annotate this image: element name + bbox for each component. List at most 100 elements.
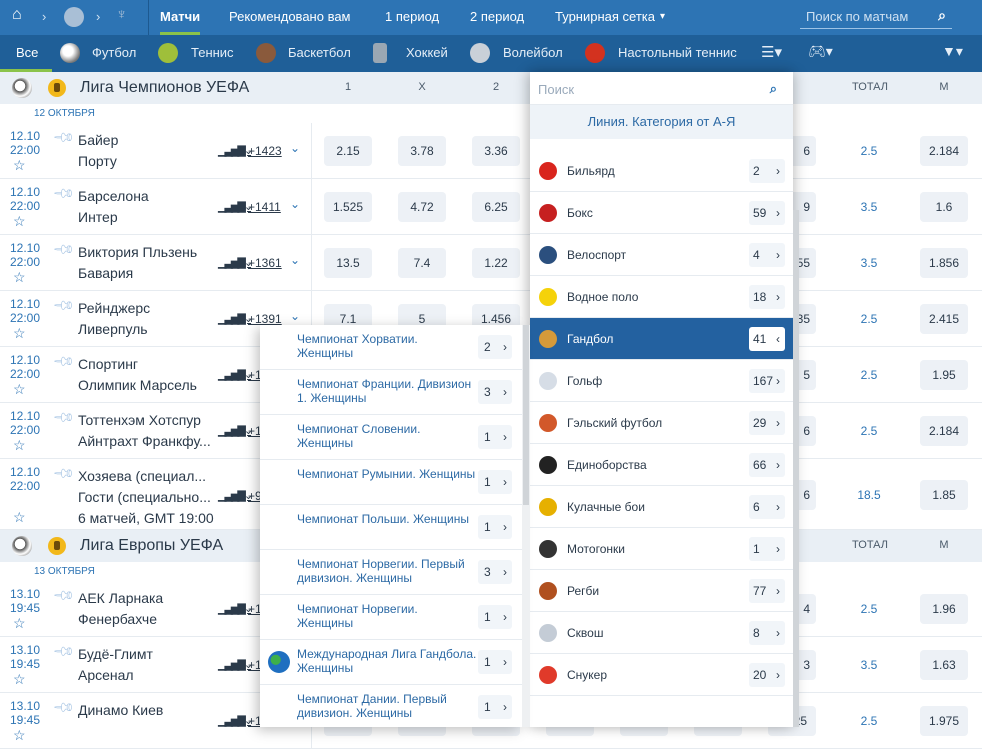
pin-icon[interactable]: 📌︎ [52, 293, 77, 318]
tournament-item[interactable]: Чемпионат Румынии. Женщины 1 › [260, 460, 522, 505]
odds-button[interactable]: 13.5 [324, 248, 372, 278]
tab-1st-period[interactable]: 1 период [385, 9, 440, 24]
column-header[interactable]: ТОТАЛ [852, 81, 888, 93]
total-value[interactable]: 18.5 [857, 487, 881, 502]
tournament-item[interactable]: Международная Лига Гандбола. Женщины 1 › [260, 640, 522, 685]
more-markets-link[interactable]: +1 [248, 658, 262, 672]
sport-category-item[interactable]: Мотогонки 1 › [530, 528, 793, 570]
odds-button[interactable]: 7.4 [398, 248, 446, 278]
pin-icon[interactable]: 📌︎ [52, 125, 77, 150]
favorite-star-icon[interactable]: ☆ [13, 213, 26, 229]
odds-button-under[interactable]: 1.96 [920, 594, 968, 624]
more-markets-link[interactable]: +1 [248, 602, 262, 616]
sport-category-item[interactable]: Единоборства 66 › [530, 444, 793, 486]
team-name[interactable]: Будё-Глимт [78, 646, 153, 662]
column-header[interactable]: ТОТАЛ [852, 539, 888, 551]
tournament-item[interactable]: Чемпионат Франции. Дивизион 1. Женщины 3 › [260, 370, 522, 415]
statistics-icon[interactable]: ▁▃▅▇⌄ [218, 490, 253, 502]
filter-icon[interactable]: ▼▾ [942, 43, 963, 59]
expand-chevron-icon[interactable]: ⌄ [290, 197, 301, 211]
tab-2nd-period[interactable]: 2 период [470, 9, 525, 24]
total-value[interactable]: 2.5 [860, 602, 878, 616]
team-name[interactable]: Интер [78, 209, 118, 225]
statistics-icon[interactable]: ▁▃▅▇⌄ [218, 603, 253, 615]
favorite-star-icon[interactable]: ☆ [13, 615, 26, 631]
odds-button-under[interactable]: 1.975 [920, 706, 968, 736]
dropdown-scrollbar[interactable] [793, 210, 799, 727]
expand-chevron-icon[interactable]: ⌄ [290, 141, 301, 155]
match-row[interactable]: 12.10 22:00 ☆ 📌︎ Спортинг Олимпик Марсель ▁▃▅▇… [0, 347, 982, 403]
sport-category-item[interactable]: Регби 77 › [530, 570, 793, 612]
home-icon[interactable]: ⌂ [12, 6, 22, 23]
more-sports-menu-icon[interactable]: ☰▾ [761, 44, 782, 61]
league-title[interactable]: Лига Европы УЕФА [80, 537, 224, 554]
search-icon[interactable]: ⌕ [938, 7, 946, 23]
odds-button-under[interactable]: 2.415 [920, 304, 968, 334]
team-name[interactable]: Рейнджерс [78, 300, 151, 316]
sport-category-item[interactable]: Кулачные бои 6 › [530, 486, 793, 528]
team-name[interactable]: Виктория Пльзень [78, 244, 198, 260]
sport-category-item[interactable]: Велоспорт 4 › [530, 234, 793, 276]
sport-category-item[interactable]: Гандбол 41 ‹ [530, 318, 793, 360]
total-value[interactable]: 2.5 [860, 312, 878, 326]
sport-category-item[interactable]: Гольф 167 › [530, 360, 793, 402]
team-name[interactable]: Гости (специально... [78, 489, 211, 505]
odds-button-under[interactable]: 2.184 [920, 136, 968, 166]
favorite-star-icon[interactable]: ☆ [13, 269, 26, 285]
pin-icon[interactable]: 📌︎ [52, 237, 77, 262]
more-markets-link[interactable]: +1411 [248, 200, 281, 214]
pin-icon[interactable]: 📌︎ [52, 181, 77, 206]
odds-button-under[interactable]: 1.95 [920, 360, 968, 390]
more-markets-link[interactable]: +1391 [248, 312, 282, 326]
match-note[interactable]: 6 матчей, GMT 19:00 [78, 510, 214, 526]
odds-button-under[interactable]: 1.85 [920, 479, 968, 510]
statistics-icon[interactable]: ▁▃▅▇⌄ [218, 659, 253, 671]
pin-icon[interactable]: 📌︎ [52, 405, 77, 430]
odds-button-under[interactable]: 2.184 [920, 416, 968, 446]
team-name[interactable]: Спортинг [78, 356, 139, 372]
favorite-star-icon[interactable]: ☆ [13, 437, 26, 453]
statistics-icon[interactable]: ▁▃▅▇⌄ [218, 145, 253, 157]
search-icon[interactable]: ⌕ [769, 81, 777, 96]
team-name[interactable]: Динамо Киев [78, 702, 164, 718]
total-value[interactable]: 2.5 [860, 144, 878, 158]
football-icon[interactable] [64, 7, 84, 27]
total-value[interactable]: 3.5 [860, 256, 878, 270]
tab-matches[interactable]: Матчи [160, 9, 201, 24]
more-markets-link[interactable]: +1 [248, 368, 262, 382]
odds-button[interactable]: 1.22 [472, 248, 520, 278]
trophy-icon[interactable]: ♆ [116, 6, 128, 23]
total-value[interactable]: 2.5 [860, 424, 878, 438]
odds-button-under[interactable]: 1.63 [920, 650, 968, 680]
pin-icon[interactable]: 📌︎ [52, 583, 77, 608]
sport-table-tennis[interactable]: Настольный теннис [618, 45, 737, 60]
sport-basketball[interactable]: Баскетбол [288, 45, 351, 60]
tournament-item[interactable]: Чемпионат Хорватии. Женщины 2 › [260, 325, 522, 370]
league-header[interactable]: Лига Чемпионов УЕФА 1 X 2 ТОТАЛ М [0, 72, 982, 104]
more-markets-link[interactable]: +9 [248, 489, 262, 503]
sport-football[interactable]: Футбол [92, 45, 137, 60]
tab-tournament-bracket[interactable]: Турнирная сетка [555, 9, 655, 24]
tournament-item[interactable]: Чемпионат Польши. Женщины 1 › [260, 505, 522, 550]
favorite-star-icon[interactable]: ☆ [13, 157, 26, 173]
sport-category-item[interactable]: Водное поло 18 › [530, 276, 793, 318]
favorite-star-icon[interactable]: ☆ [13, 671, 26, 687]
team-name[interactable]: Айнтрахт Франкфу... [78, 433, 211, 449]
match-row[interactable]: 12.10 22:00 ☆ 📌︎ Хозяева (специал... Гости (с… [0, 459, 982, 530]
match-search-input[interactable]: Поиск по матчам ⌕ [800, 5, 952, 29]
sport-category-item[interactable]: Гэльский футбол 29 › [530, 402, 793, 444]
odds-button-under[interactable]: 1.856 [920, 248, 968, 278]
team-name[interactable]: Тоттенхэм Хотспур [78, 412, 201, 428]
sport-category-item[interactable]: Снукер 20 › [530, 654, 793, 696]
favorite-star-icon[interactable]: ☆ [13, 509, 26, 525]
statistics-icon[interactable]: ▁▃▅▇⌄ [218, 369, 253, 381]
team-name[interactable]: Бавария [78, 265, 134, 281]
team-name[interactable]: Арсенал [78, 667, 134, 683]
pin-icon[interactable]: 📌︎ [52, 349, 77, 374]
team-name[interactable]: Олимпик Марсель [78, 377, 197, 393]
tournament-item[interactable]: Чемпионат Дании. Первый дивизион. Женщин… [260, 685, 522, 727]
team-name[interactable]: Фенербахче [78, 611, 157, 627]
scrollbar-thumb[interactable] [523, 325, 529, 505]
sport-search-input[interactable]: Поиск ⌕ [530, 72, 793, 105]
odds-button[interactable]: 3.78 [398, 136, 446, 166]
